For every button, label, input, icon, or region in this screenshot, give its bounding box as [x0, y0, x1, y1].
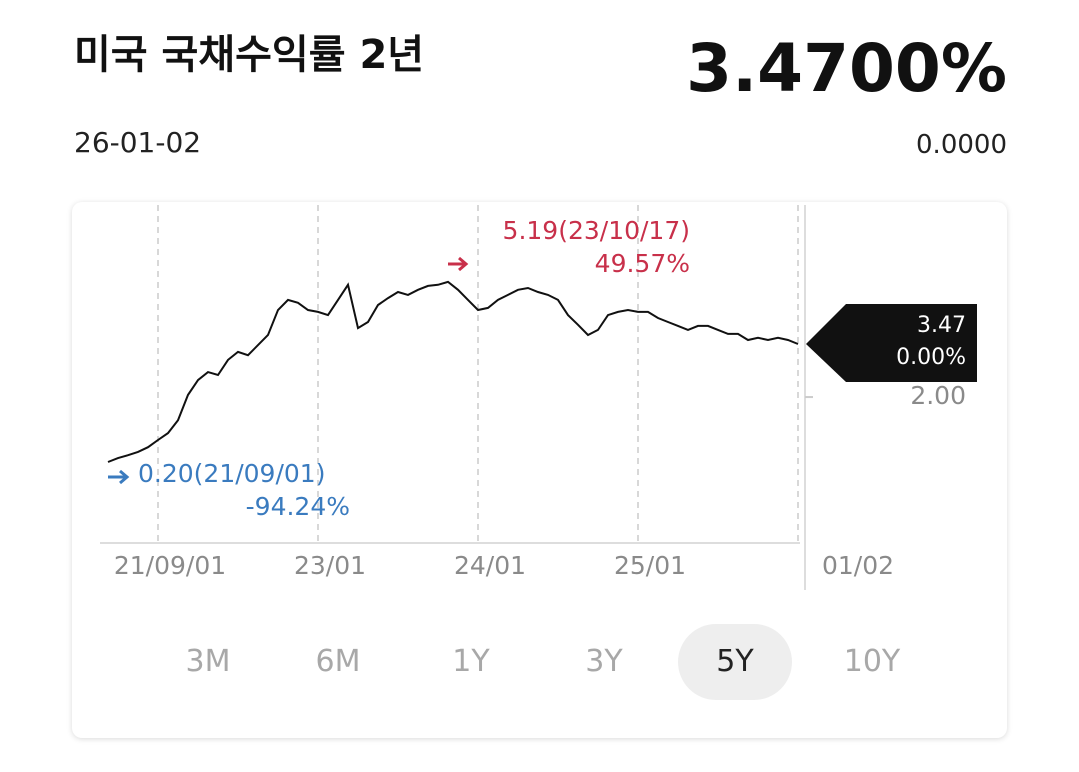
max-change: 49.57%	[595, 249, 690, 278]
price-line	[107, 280, 799, 463]
date: 26-01-02	[74, 126, 202, 159]
last-change: 0.00%	[896, 345, 966, 370]
x-tick-label: 23/01	[294, 551, 366, 580]
y-tick-label: 2.00	[910, 381, 966, 410]
period-button[interactable]: 10Y	[843, 644, 901, 679]
min-arrow-head	[119, 469, 130, 485]
period-button[interactable]: 6M	[315, 644, 361, 679]
period-button[interactable]: 3M	[185, 644, 231, 679]
min-change: -94.24%	[246, 492, 350, 521]
x-tick-label: 24/01	[454, 551, 526, 580]
x-tick-label: 01/02	[822, 551, 894, 580]
last-flag	[806, 303, 977, 382]
min-label: 0.20(21/09/01)	[138, 459, 325, 488]
max-arrow-head	[458, 256, 469, 272]
grid: 21/09/01 23/01 24/01 25/01 01/02 2.00	[100, 205, 966, 590]
period-button[interactable]: 5Y	[678, 624, 792, 700]
change: 0.0000	[916, 130, 1007, 160]
period-button[interactable]: 1Y	[452, 644, 490, 679]
x-tick-label: 25/01	[614, 551, 686, 580]
period-selector: 3M 6M 1Y 3Y 5Y 10Y	[142, 624, 942, 700]
last-price: 3.47	[917, 313, 966, 338]
price: 3.4700%	[686, 30, 1007, 107]
max-label: 5.19(23/10/17)	[503, 216, 690, 245]
title: 미국 국채수익률 2년	[74, 32, 425, 78]
chart-card	[72, 202, 1007, 738]
period-button[interactable]: 3Y	[585, 644, 623, 679]
x-tick-label: 21/09/01	[114, 551, 226, 580]
